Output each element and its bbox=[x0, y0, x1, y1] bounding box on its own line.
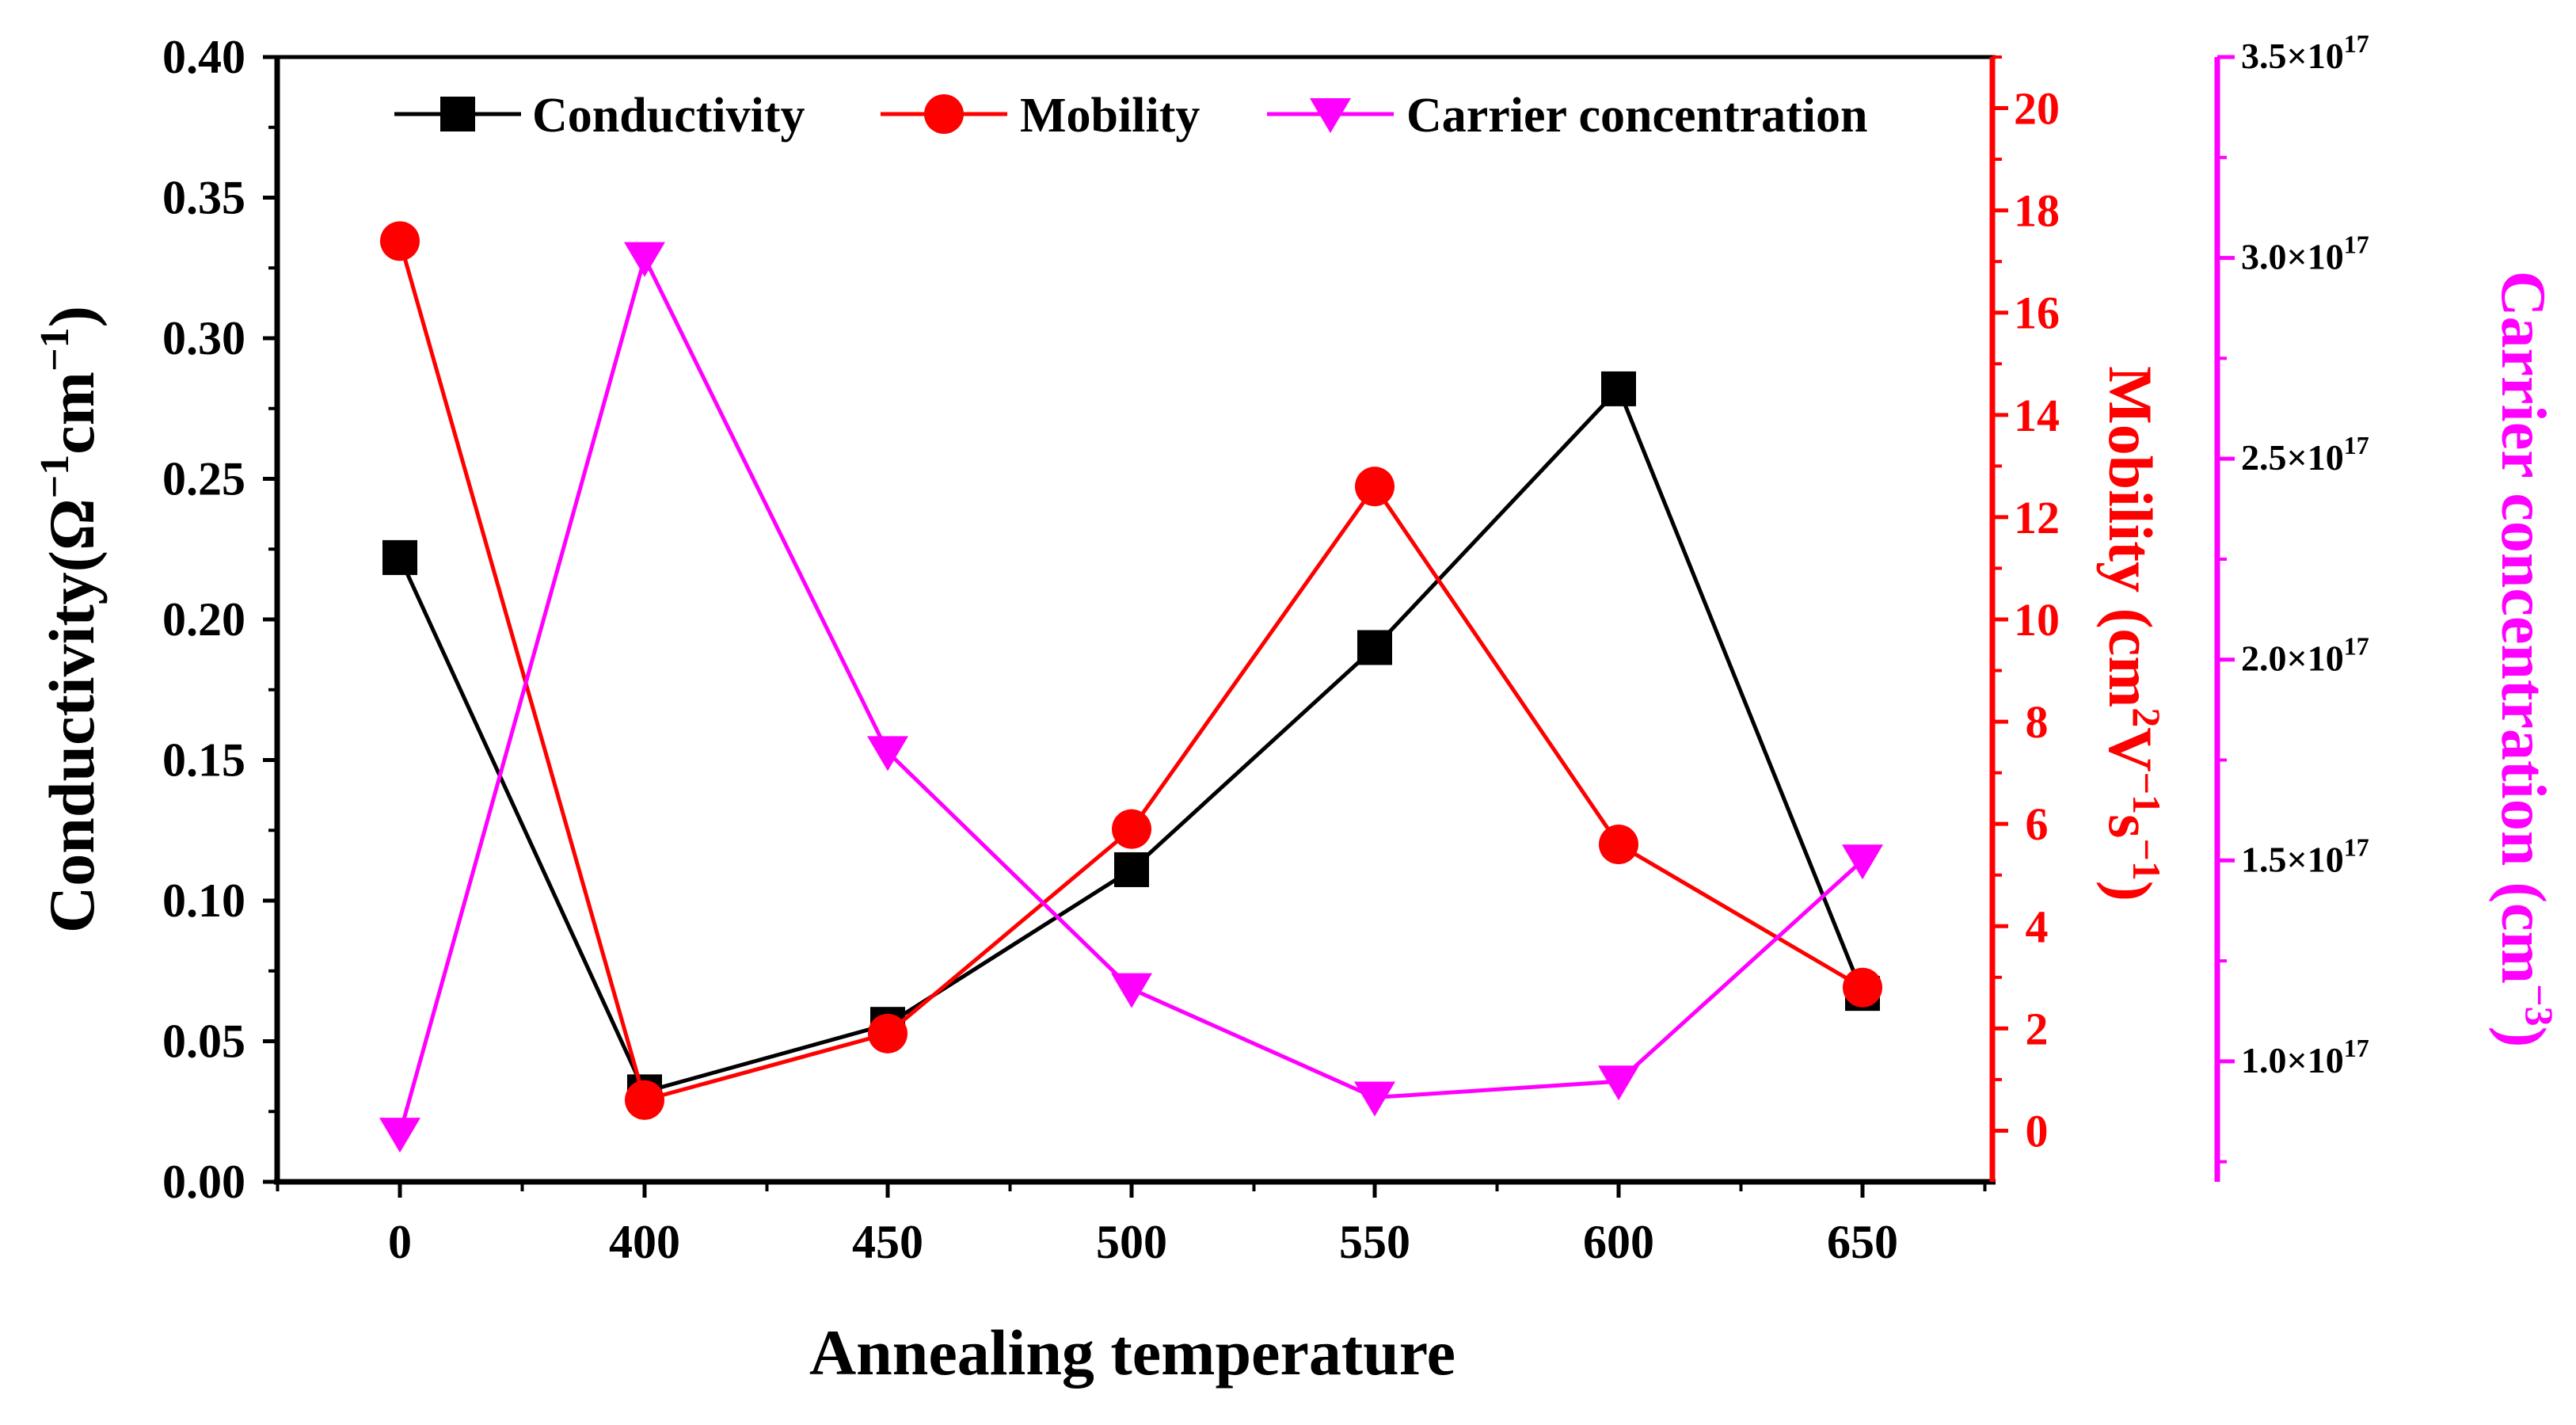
carrier-tick-label: 2.5×1017 bbox=[2241, 431, 2369, 478]
x-tick-label: 450 bbox=[852, 1216, 923, 1268]
left-label-mid: cm bbox=[36, 371, 108, 455]
mobility-point bbox=[1843, 967, 1882, 1008]
mobility-point bbox=[1599, 825, 1638, 864]
carrier-tick-label: 2.0×1017 bbox=[2241, 632, 2369, 679]
left-axis-label: Conductivity(Ω−1cm−1) bbox=[32, 306, 108, 933]
left-tick-label: 0.05 bbox=[162, 1015, 245, 1068]
carrier-axis-label: Carrier concentration (cm−3) bbox=[2488, 271, 2562, 1048]
x-tick-label: 400 bbox=[609, 1216, 680, 1268]
carrier-tick-label: 3.5×1017 bbox=[2241, 29, 2369, 76]
conductivity-point bbox=[1357, 630, 1392, 665]
carrier-label-sup: −3 bbox=[2517, 984, 2562, 1027]
legend: Conductivity Mobility Carrier concentrat… bbox=[394, 89, 1868, 143]
carrier-concentration-point bbox=[1354, 1081, 1395, 1117]
mobility-point bbox=[1355, 467, 1395, 507]
mobility-tick-label: 14 bbox=[2014, 390, 2060, 441]
mobility-label-sup3: −1 bbox=[2125, 838, 2169, 881]
mobility-point bbox=[380, 221, 420, 261]
mobility-axis-label: Mobility (cm2V−1s−1) bbox=[2096, 366, 2169, 901]
x-tick-label: 650 bbox=[1827, 1216, 1898, 1268]
mobility-tick-label: 8 bbox=[2026, 696, 2049, 748]
mobility-label-sup1: 2 bbox=[2125, 707, 2169, 727]
legend-marker-conductivity bbox=[440, 97, 475, 131]
mobility-tick-label: 2 bbox=[2026, 1003, 2049, 1054]
left-label-sup2: −1 bbox=[32, 327, 78, 371]
carrier-concentration-point bbox=[1598, 1065, 1639, 1101]
left-tick-label: 0.20 bbox=[162, 593, 245, 646]
conductivity-point bbox=[1114, 852, 1149, 887]
left-tick-label: 0.10 bbox=[162, 874, 245, 927]
legend-marker-mobility bbox=[924, 94, 964, 134]
left-tick-label: 0.25 bbox=[162, 453, 245, 505]
mobility-tick-label: 4 bbox=[2026, 901, 2049, 952]
carrier-concentration-point bbox=[379, 1118, 420, 1153]
x-tick-label: 550 bbox=[1339, 1216, 1410, 1268]
carrier-label-end: ) bbox=[2488, 1027, 2558, 1048]
left-tick-label: 0.30 bbox=[162, 312, 245, 364]
mobility-tick-label: 0 bbox=[2026, 1105, 2049, 1156]
carrier-tick-label: 3.0×1017 bbox=[2241, 231, 2369, 277]
x-axis-label: Annealing temperature bbox=[809, 1316, 1455, 1389]
mobility-label-sup2: −1 bbox=[2125, 772, 2169, 815]
conductivity-point bbox=[1601, 371, 1636, 406]
mobility-tick-label: 16 bbox=[2014, 288, 2060, 339]
mobility-label-mid2: s bbox=[2096, 814, 2165, 838]
carrier-concentration-point bbox=[867, 736, 908, 772]
carrier-tick-label: 1.5×1017 bbox=[2241, 833, 2369, 879]
carrier-concentration-point bbox=[624, 242, 665, 277]
carrier-tick-label: 1.0×1017 bbox=[2241, 1034, 2369, 1080]
mobility-label-mid1: V bbox=[2096, 727, 2165, 772]
mobility-tick-label: 6 bbox=[2026, 798, 2049, 850]
left-tick-label: 0.40 bbox=[162, 31, 245, 83]
x-tick-label: 500 bbox=[1096, 1216, 1167, 1268]
legend-label-mobility: Mobility bbox=[1020, 89, 1200, 143]
mobility-point bbox=[625, 1080, 664, 1120]
left-tick-label: 0.15 bbox=[162, 734, 245, 787]
ticks-layer: 0.00 0.05 0.10 0.15 0.20 0.25 0.30 0.35 0.40 0 400… bbox=[162, 29, 2369, 1268]
left-tick-label: 0.35 bbox=[162, 172, 245, 224]
mobility-tick-label: 20 bbox=[2014, 83, 2060, 135]
mobility-line bbox=[398, 240, 1864, 1103]
series-layer bbox=[379, 221, 1883, 1153]
carrier-label-main: Carrier concentration (cm bbox=[2488, 271, 2558, 984]
conductivity-point bbox=[382, 539, 417, 575]
mobility-label-end: ) bbox=[2096, 881, 2165, 901]
legend-marker-carrier bbox=[1310, 98, 1351, 133]
mobility-point bbox=[868, 1013, 907, 1054]
x-tick-label: 600 bbox=[1583, 1216, 1654, 1268]
carrier-concentration-point bbox=[1842, 844, 1883, 880]
left-label-end: ) bbox=[36, 306, 108, 327]
left-label-main: Conductivity(Ω bbox=[36, 498, 108, 933]
legend-label-conductivity: Conductivity bbox=[532, 89, 805, 143]
mobility-tick-label: 10 bbox=[2014, 594, 2060, 646]
mobility-label-main: Mobility (cm bbox=[2096, 366, 2165, 707]
mobility-point bbox=[1112, 809, 1151, 849]
legend-label-carrier: Carrier concentration bbox=[1406, 89, 1868, 143]
mobility-tick-label: 12 bbox=[2014, 492, 2060, 543]
x-tick-label: 0 bbox=[388, 1216, 412, 1268]
left-tick-label: 0.00 bbox=[162, 1156, 245, 1208]
left-label-sup1: −1 bbox=[32, 455, 78, 499]
mobility-tick-label: 18 bbox=[2014, 185, 2060, 237]
carrier-concentration-point bbox=[1111, 973, 1152, 1008]
